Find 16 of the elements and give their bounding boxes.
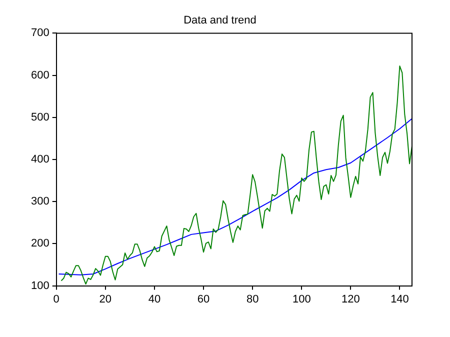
chart-title: Data and trend xyxy=(184,14,256,27)
x-tick-label: 0 xyxy=(53,293,60,306)
x-tick-label: 60 xyxy=(197,293,210,306)
y-tick-label: 600 xyxy=(30,69,50,82)
x-tick-label: 40 xyxy=(148,293,161,306)
x-tick-label: 140 xyxy=(390,293,409,306)
x-tick-label: 20 xyxy=(99,293,112,306)
y-tick-label: 500 xyxy=(30,111,50,124)
y-tick-label: 200 xyxy=(30,238,50,250)
y-tick-label: 300 xyxy=(30,196,50,208)
x-tick-label: 80 xyxy=(246,293,259,306)
y-tick-label: 700 xyxy=(30,27,50,40)
y-tick-label: 400 xyxy=(30,154,50,166)
y-tick-label: 100 xyxy=(30,280,50,292)
x-tick-label: 100 xyxy=(292,293,311,306)
x-tick-label: 120 xyxy=(342,293,360,306)
